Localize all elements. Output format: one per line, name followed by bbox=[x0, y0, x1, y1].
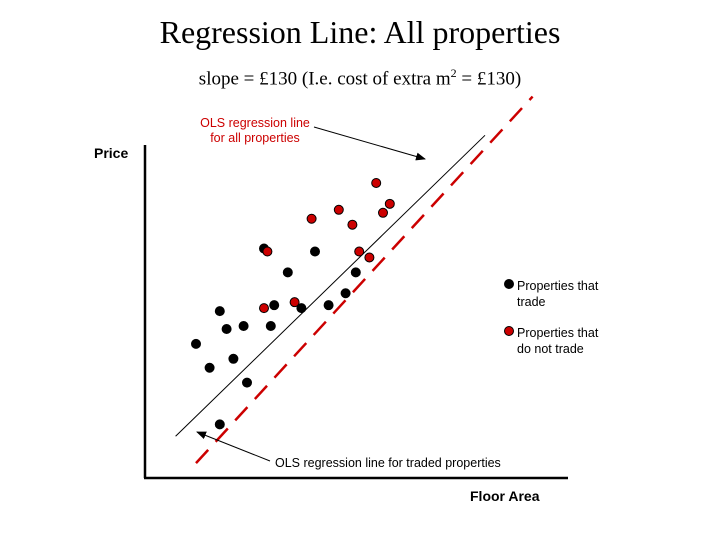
data-point-trade bbox=[265, 321, 276, 332]
annotation-all-line-1: OLS regression line bbox=[200, 116, 310, 130]
regression-line-all-properties bbox=[195, 95, 534, 464]
annotation-traded-line-1: OLS regression line for traded propertie… bbox=[275, 456, 501, 470]
page-title: Regression Line: All properties bbox=[159, 14, 561, 50]
data-point-trade bbox=[191, 338, 201, 349]
annotation-all-arrow bbox=[313, 126, 426, 161]
subtitle-superscript: 2 bbox=[450, 66, 457, 80]
legend-marker-trade bbox=[504, 279, 514, 289]
data-point-no-trade bbox=[347, 219, 358, 230]
data-point-trade bbox=[228, 353, 239, 364]
series-no-trade bbox=[259, 177, 395, 314]
data-point-trade bbox=[340, 288, 351, 299]
regression-lines bbox=[175, 95, 534, 464]
data-point-trade bbox=[204, 362, 215, 373]
data-point-no-trade bbox=[289, 297, 300, 308]
data-point-trade bbox=[238, 321, 249, 332]
data-point-no-trade bbox=[354, 246, 365, 257]
data-point-trade bbox=[269, 300, 280, 311]
data-point-trade bbox=[310, 246, 320, 257]
page-subtitle: slope = £130 (I.e. cost of extra m2 = £1… bbox=[0, 66, 720, 90]
data-point-no-trade bbox=[384, 198, 395, 209]
data-point-trade bbox=[323, 300, 334, 311]
data-point-trade bbox=[282, 267, 293, 278]
data-point-no-trade bbox=[364, 252, 375, 263]
data-point-trade bbox=[350, 267, 361, 278]
legend-label-trade-1: Properties that bbox=[517, 279, 599, 293]
legend-label-no-trade-1: Properties that bbox=[517, 326, 599, 340]
data-point-trade bbox=[296, 303, 307, 314]
data-point-no-trade bbox=[262, 246, 273, 257]
y-axis-label: Price bbox=[94, 145, 128, 161]
series-trade bbox=[191, 243, 361, 430]
annotation-traded-properties: OLS regression line for traded propertie… bbox=[196, 431, 501, 470]
subtitle-text: slope = £130 (I.e. cost of extra m bbox=[198, 68, 451, 90]
data-point-no-trade bbox=[378, 207, 388, 218]
subtitle-text-end: = £130) bbox=[456, 68, 522, 90]
data-point-no-trade bbox=[371, 177, 382, 188]
data-point-trade bbox=[221, 324, 232, 334]
data-point-no-trade bbox=[333, 204, 344, 215]
legend-label-trade-2: trade bbox=[517, 295, 546, 309]
data-point-trade bbox=[214, 419, 225, 430]
data-point-no-trade bbox=[259, 303, 269, 314]
x-axis-label: Floor Area bbox=[470, 488, 540, 504]
annotation-all-line-2: for all properties bbox=[210, 131, 300, 145]
data-points bbox=[191, 177, 395, 430]
data-point-trade bbox=[242, 377, 252, 388]
legend-marker-no-trade bbox=[504, 326, 514, 336]
legend-label-no-trade-2: do not trade bbox=[517, 342, 584, 356]
regression-line-traded-properties bbox=[175, 134, 486, 437]
legend: Properties that trade Properties that do… bbox=[504, 279, 599, 356]
annotation-all-properties: OLS regression line for all properties bbox=[200, 116, 426, 161]
data-point-trade bbox=[214, 306, 225, 317]
data-point-no-trade bbox=[306, 213, 317, 224]
annotation-traded-arrow bbox=[196, 431, 271, 462]
